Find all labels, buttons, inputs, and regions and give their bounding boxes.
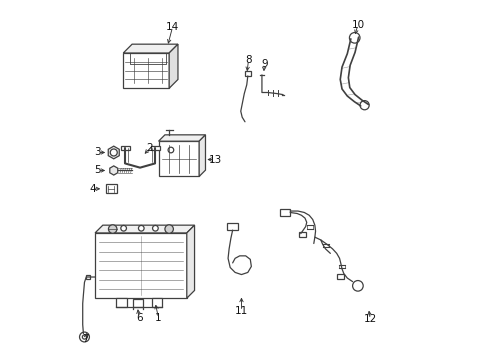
Text: 1: 1 (155, 313, 162, 323)
Bar (151, 298, 162, 307)
Bar (86, 275, 90, 279)
Polygon shape (95, 225, 195, 233)
Text: 2: 2 (147, 143, 153, 153)
Text: 12: 12 (364, 314, 377, 324)
Circle shape (121, 225, 126, 231)
Text: 13: 13 (208, 154, 221, 165)
Circle shape (79, 332, 89, 342)
Circle shape (165, 225, 173, 233)
Circle shape (110, 149, 117, 156)
Text: 7: 7 (82, 334, 89, 345)
Polygon shape (108, 146, 119, 159)
Bar (133, 299, 144, 307)
Polygon shape (169, 44, 178, 88)
Circle shape (360, 101, 369, 110)
Circle shape (108, 225, 117, 233)
Bar (123, 53, 169, 88)
Text: 4: 4 (89, 184, 96, 194)
Bar (245, 71, 251, 76)
Text: 9: 9 (261, 59, 268, 68)
Bar (106, 184, 117, 193)
Polygon shape (199, 135, 205, 176)
Circle shape (152, 225, 158, 231)
Text: 3: 3 (94, 148, 101, 157)
Text: 11: 11 (235, 306, 248, 316)
Bar (116, 298, 127, 307)
Circle shape (349, 32, 360, 43)
Circle shape (353, 280, 363, 291)
Bar (151, 147, 160, 150)
Bar (299, 231, 306, 237)
Bar (159, 141, 199, 176)
Text: 14: 14 (166, 22, 179, 32)
Text: 8: 8 (245, 55, 252, 65)
Bar (280, 209, 290, 216)
Bar (227, 223, 238, 230)
Polygon shape (187, 225, 195, 298)
Text: 6: 6 (136, 313, 143, 323)
Text: 5: 5 (94, 166, 101, 175)
Bar (337, 274, 344, 279)
Text: 10: 10 (351, 20, 365, 30)
Polygon shape (110, 166, 118, 175)
Polygon shape (159, 135, 205, 141)
Bar (121, 147, 130, 150)
Bar (95, 233, 187, 298)
Circle shape (82, 335, 87, 339)
Polygon shape (123, 44, 178, 53)
Circle shape (139, 225, 144, 231)
Circle shape (168, 147, 174, 153)
